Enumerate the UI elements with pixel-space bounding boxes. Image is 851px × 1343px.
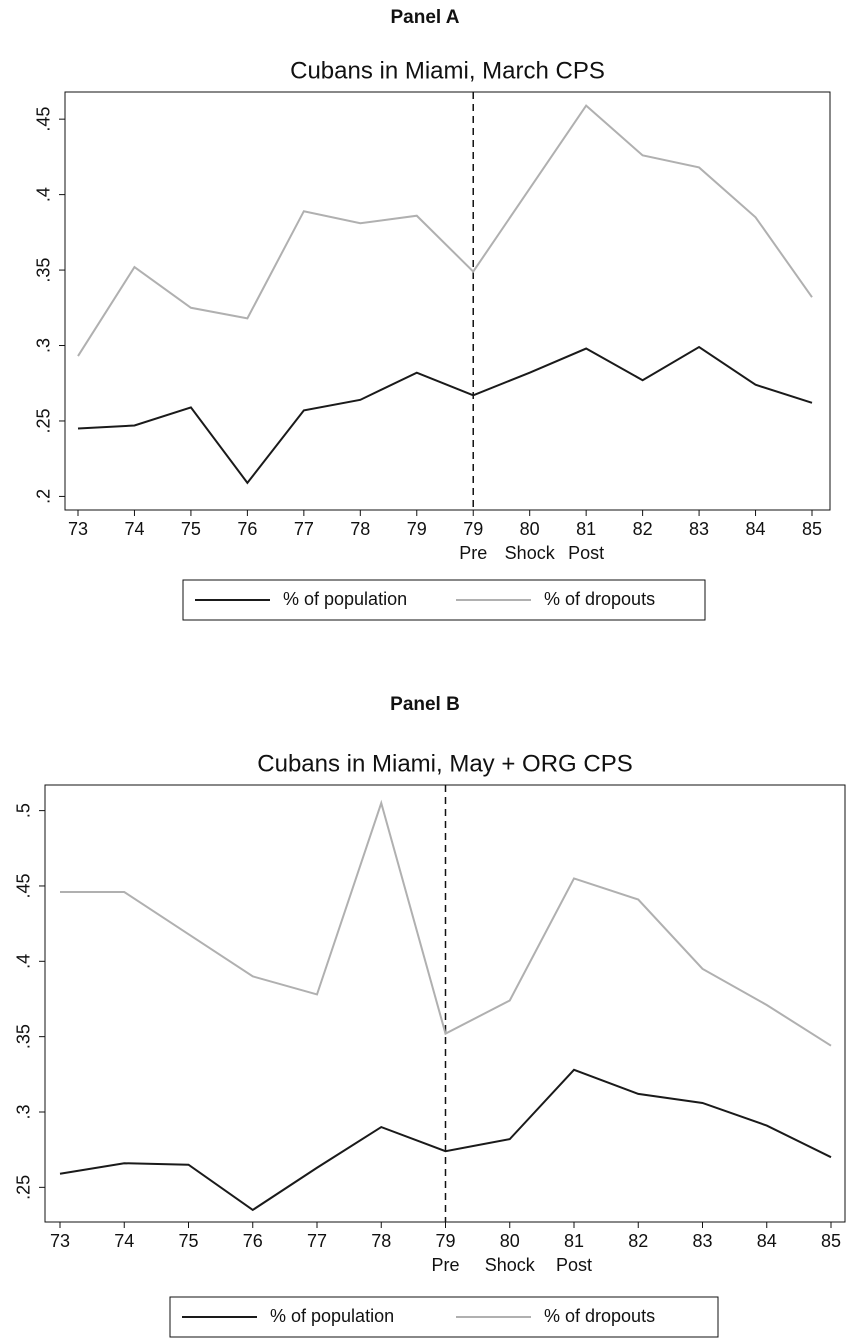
x-tick-label: 77 xyxy=(307,1231,327,1251)
y-tick-label: .35 xyxy=(14,1024,34,1049)
y-tick-label: .2 xyxy=(34,489,54,504)
series-line xyxy=(59,1068,832,1212)
x-tick-label: 82 xyxy=(633,519,653,539)
x-tick-label: 73 xyxy=(50,1231,70,1251)
x-tick-label: 80 xyxy=(500,1231,520,1251)
y-tick-label: .35 xyxy=(34,258,54,283)
x-tick-label: 73 xyxy=(68,519,88,539)
x-sublabel: Pre xyxy=(431,1255,459,1275)
legend-label: % of population xyxy=(283,589,407,609)
y-tick-label: .3 xyxy=(14,1104,34,1119)
x-tick-label: 81 xyxy=(576,519,596,539)
chart-title: Cubans in Miami, May + ORG CPS xyxy=(257,750,632,777)
legend-label: % of population xyxy=(270,1306,394,1326)
x-tick-label: 82 xyxy=(628,1231,648,1251)
y-tick-label: .25 xyxy=(14,1175,34,1200)
x-tick-label: 84 xyxy=(746,519,766,539)
x-tick-label: 83 xyxy=(689,519,709,539)
x-tick-label: 77 xyxy=(294,519,314,539)
chart-title: Cubans in Miami, March CPS xyxy=(290,57,605,84)
x-tick-label: 85 xyxy=(802,519,822,539)
panel-label: Panel A xyxy=(391,7,460,28)
y-tick-label: .25 xyxy=(34,408,54,433)
x-tick-label: 75 xyxy=(181,519,201,539)
x-tick-label: 83 xyxy=(692,1231,712,1251)
y-tick-label: .4 xyxy=(14,954,34,969)
y-tick-label: .45 xyxy=(34,107,54,132)
legend-box xyxy=(182,579,706,621)
x-tick-label: 76 xyxy=(243,1231,263,1251)
x-tick-label: 81 xyxy=(564,1231,584,1251)
legend-box xyxy=(169,1296,719,1338)
x-tick-label: 80 xyxy=(520,519,540,539)
x-tick-label: 76 xyxy=(237,519,257,539)
y-tick-label: .3 xyxy=(34,338,54,353)
series-line xyxy=(60,799,832,1047)
x-tick-label: 84 xyxy=(757,1231,777,1251)
x-tick-label: 75 xyxy=(178,1231,198,1251)
x-tick-label: 78 xyxy=(371,1231,391,1251)
y-tick-label: .45 xyxy=(14,873,34,898)
x-sublabel: Post xyxy=(556,1255,592,1275)
legend-label: % of dropouts xyxy=(544,1306,655,1326)
panel-label: Panel B xyxy=(390,694,460,715)
y-tick-label: .4 xyxy=(34,187,54,202)
legend-label: % of dropouts xyxy=(544,589,655,609)
x-tick-label: 79 xyxy=(435,1231,455,1251)
x-tick-label: 74 xyxy=(124,519,144,539)
x-sublabel: Shock xyxy=(485,1255,536,1275)
x-tick-label: 79 xyxy=(407,519,427,539)
x-sublabel: Post xyxy=(568,543,604,563)
series-line xyxy=(77,104,813,357)
x-tick-label: 85 xyxy=(821,1231,841,1251)
x-tick-label: 74 xyxy=(114,1231,134,1251)
y-tick-label: .5 xyxy=(14,803,34,818)
x-sublabel: Shock xyxy=(505,543,556,563)
series-line xyxy=(77,345,813,485)
x-tick-label: 78 xyxy=(350,519,370,539)
x-sublabel: Pre xyxy=(459,543,487,563)
x-tick-label: 79 xyxy=(463,519,483,539)
plot-frame xyxy=(64,91,831,511)
